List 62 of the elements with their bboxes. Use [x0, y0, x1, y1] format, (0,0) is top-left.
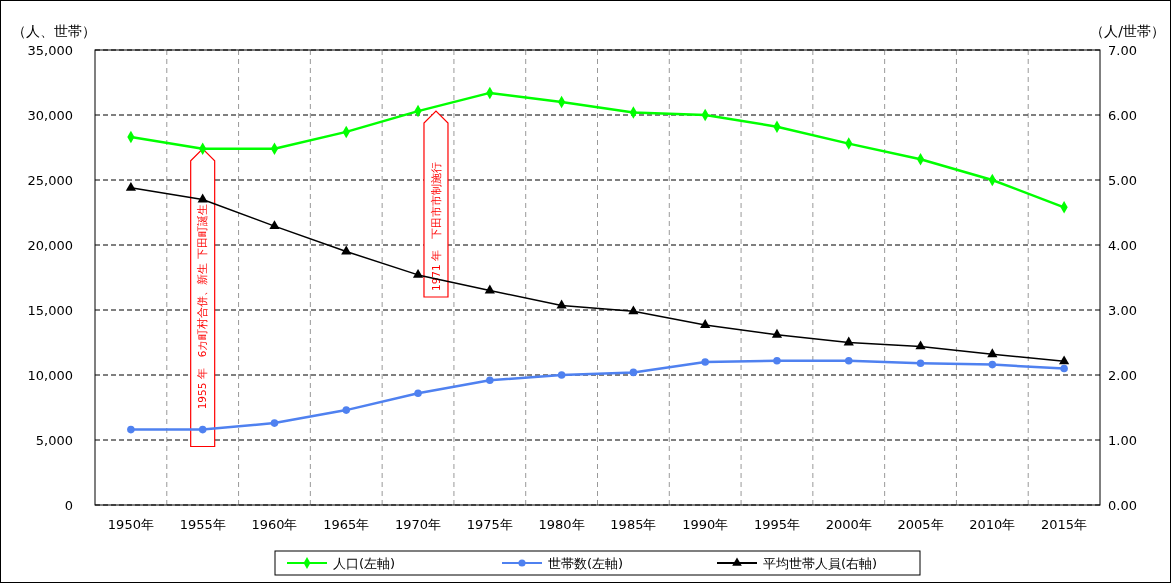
point: [700, 319, 711, 328]
point: [629, 368, 638, 377]
y2-tick-label: 2.00: [1108, 367, 1137, 383]
point: [414, 389, 422, 397]
y2-tick-label: 3.00: [1108, 302, 1137, 318]
y-tick-label: 15,000: [27, 302, 73, 318]
y-tick-label: 35,000: [27, 42, 73, 58]
point: [844, 356, 853, 365]
point: [1059, 355, 1070, 365]
y-axis-title: （人、世帯）: [12, 23, 96, 39]
annotation: 1971 年 下田市市制施行: [429, 161, 442, 291]
point: [1060, 364, 1068, 373]
point: [486, 376, 494, 384]
y2-tick-label: 1.00: [1108, 432, 1137, 448]
x-tick-label: 1980年: [538, 517, 585, 532]
legend-label: 人口(左軸): [333, 555, 396, 571]
point: [556, 299, 567, 309]
legend-label: 世帯数(左軸): [548, 555, 624, 571]
point: [843, 336, 854, 346]
y2-tick-label: 7.00: [1108, 42, 1137, 58]
y2-axis-title: （人/世帯）: [1090, 23, 1165, 39]
x-tick-label: 1995年: [753, 517, 801, 532]
annotation: 1955 年 6カ町村合併、新生 下田町誕生: [196, 204, 209, 410]
point: [342, 406, 351, 414]
x-tick-label: 2005年: [897, 517, 944, 532]
x-tick-label: 1990年: [682, 517, 729, 532]
y-tick-label: 30,000: [27, 107, 73, 123]
y-tick-label: 10,000: [27, 367, 73, 383]
point: [127, 425, 135, 434]
y-tick-label: 5,000: [35, 432, 73, 448]
y2-tick-label: 6.00: [1108, 107, 1137, 123]
y2-tick-label: 0.00: [1108, 497, 1137, 513]
x-tick-label: 1960年: [251, 517, 298, 532]
point: [987, 348, 998, 358]
x-tick-label: 1950年: [107, 517, 154, 532]
point: [412, 269, 424, 278]
point: [916, 359, 925, 368]
y2-tick-label: 4.00: [1108, 237, 1137, 253]
point: [988, 360, 997, 369]
x-tick-label: 2015年: [1041, 517, 1088, 532]
x-tick-label: 1970年: [394, 517, 442, 532]
point: [198, 425, 207, 434]
x-tick-label: 1955年: [179, 517, 226, 532]
x-tick-label: 1975年: [466, 517, 513, 532]
point: [125, 181, 136, 191]
point: [771, 328, 783, 338]
point: [628, 305, 639, 315]
x-tick-label: 2010年: [969, 517, 1016, 532]
x-tick-label: 2000年: [825, 517, 872, 532]
point: [701, 358, 709, 366]
legend-label: 平均世帯人員(右軸): [763, 555, 878, 571]
x-tick-label: 1985年: [610, 517, 657, 532]
point: [270, 419, 279, 427]
point: [773, 356, 781, 365]
x-tick-label: 1965年: [323, 517, 370, 532]
y-tick-label: 20,000: [27, 237, 73, 253]
y-tick-label: 25,000: [27, 172, 73, 188]
point: [915, 340, 926, 350]
point: [557, 371, 566, 379]
y-tick-label: 0: [64, 497, 73, 513]
y2-tick-label: 5.00: [1108, 172, 1137, 188]
point: [269, 220, 280, 230]
